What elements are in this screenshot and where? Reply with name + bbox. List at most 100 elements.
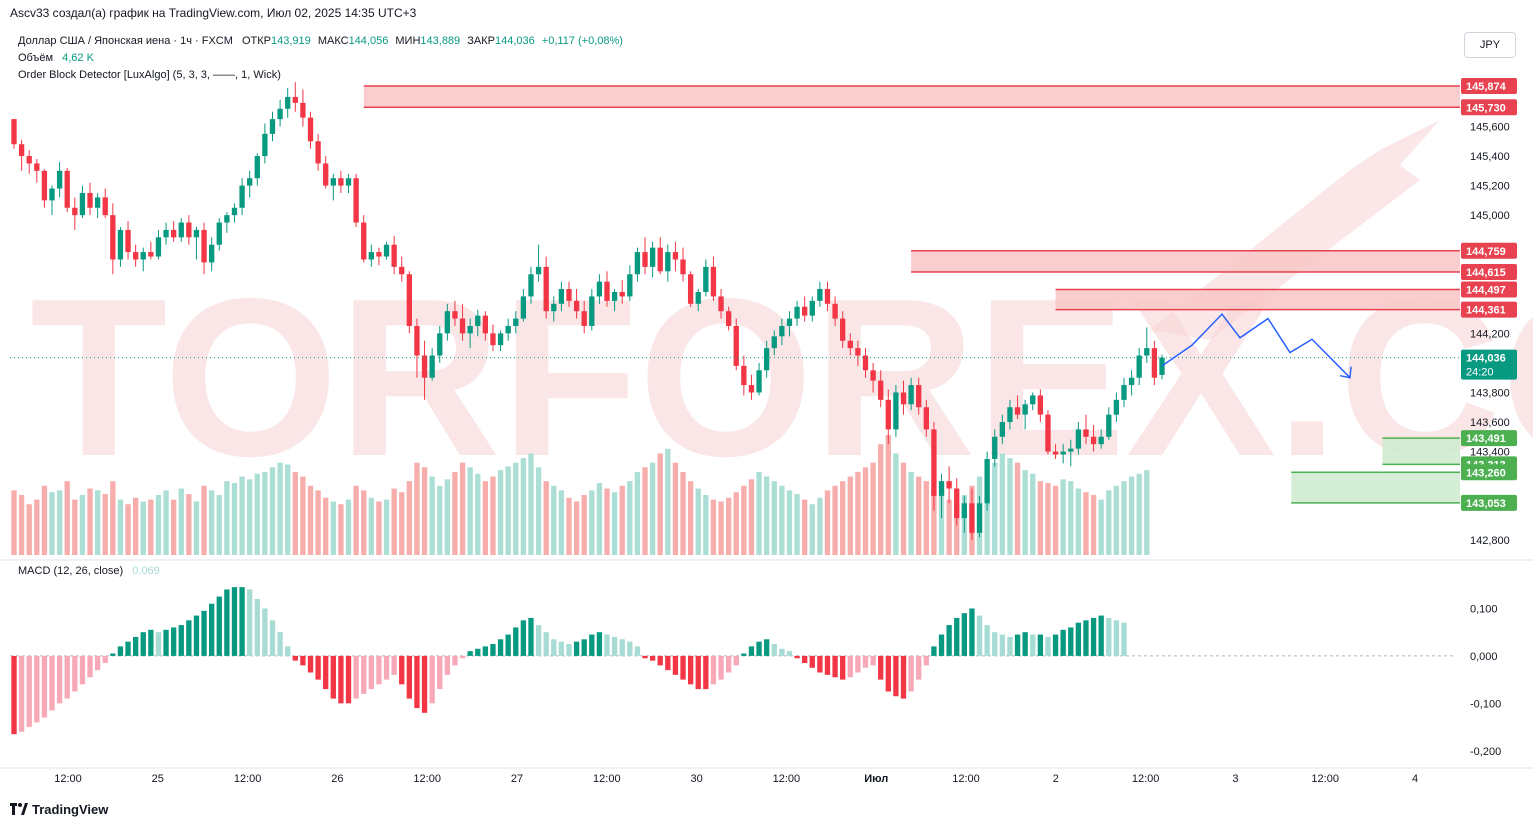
macd-histogram-bar [604, 634, 610, 656]
volume-bar [642, 467, 648, 555]
candle-body [938, 481, 945, 496]
volume-bar [817, 497, 823, 555]
candle-body [353, 178, 359, 223]
macd-histogram-bar [984, 625, 990, 656]
macd-histogram-bar [475, 648, 481, 656]
candle-body [254, 156, 260, 179]
candle-body [64, 170, 70, 208]
candle-body [1007, 407, 1013, 423]
macd-histogram-bar [642, 655, 648, 659]
macd-histogram-bar [520, 620, 527, 656]
candle-body [748, 385, 755, 393]
candle-body [467, 325, 473, 334]
candle-body [186, 222, 192, 238]
candle-body [452, 311, 458, 319]
macd-histogram-bar [79, 655, 86, 685]
volume-bar [581, 495, 587, 555]
macd-histogram-bar [657, 655, 663, 666]
currency-button[interactable]: JPY [1464, 32, 1516, 58]
candle-body [391, 244, 397, 267]
volume-bar [1121, 481, 1127, 555]
macd-histogram-bar [125, 641, 131, 656]
indicator-legend[interactable]: Order Block Detector [LuxAlgo] (5, 3, 3,… [18, 69, 281, 81]
macd-histogram-bar [254, 598, 260, 656]
symbol-name[interactable]: Доллар США / Японская иена · 1ч · FXCM [18, 35, 233, 47]
time-tick-label: 12:00 [234, 773, 262, 785]
macd-histogram-bar [102, 655, 108, 664]
volume-bar [315, 490, 321, 555]
macd-histogram-bar [1106, 617, 1112, 656]
macd-histogram-bar [353, 655, 359, 699]
volume-bar [802, 499, 808, 555]
time-tick-label: 12:00 [413, 773, 441, 785]
volume-bar [672, 462, 679, 555]
macd-histogram-bar [840, 655, 846, 680]
macd-histogram-bar [56, 655, 63, 704]
candle-body [414, 325, 420, 356]
candle-body [999, 422, 1006, 437]
forecast-path[interactable] [1161, 313, 1351, 379]
volume-bar [94, 490, 101, 555]
macd-histogram-bar [513, 627, 519, 656]
order-block-price-badge [1461, 242, 1517, 259]
macd-histogram-bar [110, 653, 116, 656]
volume-legend[interactable]: Объём 4,62 K [18, 52, 94, 64]
volume-bar [239, 476, 245, 555]
volume-bar [710, 499, 717, 555]
candle-body [954, 488, 960, 519]
volume-bar [764, 476, 770, 555]
volume-bar [566, 497, 572, 555]
macd-histogram-bar [505, 634, 511, 656]
candle-body [399, 266, 405, 275]
macd-histogram-bar [414, 655, 420, 709]
volume-bar [193, 501, 200, 555]
macd-histogram-bar [938, 634, 945, 656]
macd-histogram-bar [391, 655, 397, 675]
volume-bar [1014, 462, 1021, 555]
candle-body [345, 178, 352, 186]
volume-bar [87, 488, 93, 555]
candle-body [847, 340, 853, 349]
candle-body [779, 325, 785, 337]
volume-bar [1060, 479, 1066, 555]
candle-body [976, 503, 983, 533]
order-block-price-label: 144,497 [1466, 284, 1506, 296]
candle-body [824, 289, 831, 304]
volume-bar [11, 490, 17, 555]
macd-histogram-bar [672, 655, 679, 675]
candle-body [885, 399, 891, 430]
low-value: 143,889 [420, 35, 461, 47]
volume-bar [72, 499, 78, 555]
change-value: +0,117 (+0,08%) [541, 35, 623, 47]
volume-bar [573, 501, 580, 555]
order-block-zone [363, 86, 1460, 108]
candle-body [140, 252, 146, 260]
volume-bar [1052, 485, 1059, 555]
volume-bar [649, 462, 656, 555]
macd-histogram-bar [49, 655, 55, 711]
tradingview-logo[interactable]: TradingView [10, 802, 108, 817]
volume-bar [855, 471, 861, 555]
time-tick-label: 12:00 [1311, 773, 1339, 785]
volume-bar [604, 488, 610, 555]
macd-histogram-bar [209, 603, 215, 656]
candle-body [376, 252, 382, 257]
candle-body [680, 259, 686, 275]
volume-bar [125, 504, 131, 555]
candle-body [611, 291, 618, 301]
macd-legend[interactable]: MACD (12, 26, close) 0,069 [18, 565, 160, 577]
order-block-price-badge [1461, 430, 1517, 447]
candle-body [49, 188, 55, 201]
macd-histogram-bar [1022, 632, 1028, 656]
bar-countdown-label: 24:20 [1466, 367, 1494, 379]
macd-histogram-bar [429, 655, 435, 704]
volume-bar [56, 490, 63, 555]
open-label: ОТКР [241, 35, 271, 47]
candle-body [429, 355, 435, 378]
macd-histogram-bar [535, 625, 542, 656]
macd-histogram-bar [140, 632, 146, 656]
macd-histogram-bar [748, 646, 755, 656]
candle-body [817, 289, 823, 301]
volume-bar [1090, 495, 1097, 555]
